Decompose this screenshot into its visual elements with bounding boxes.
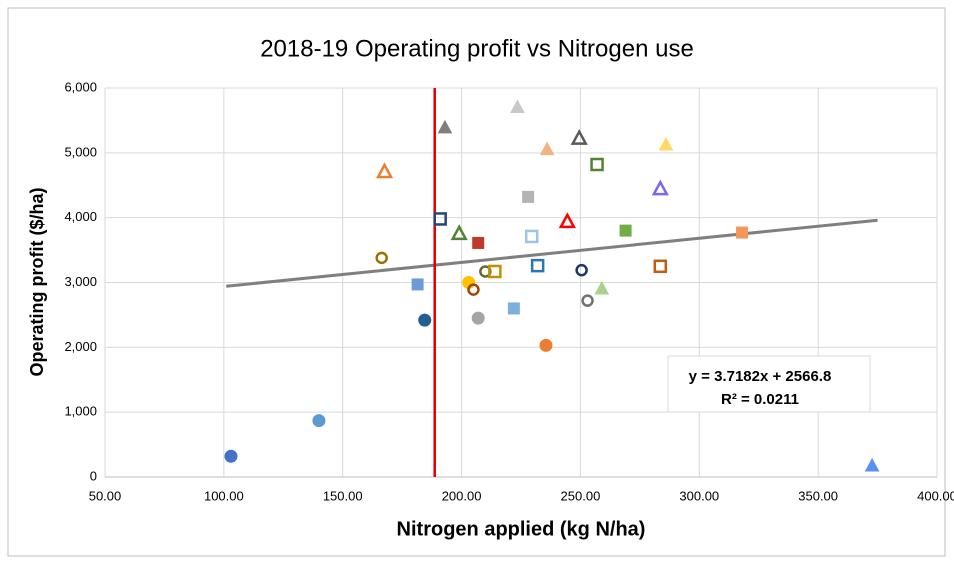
point bbox=[594, 280, 610, 295]
point bbox=[312, 414, 326, 428]
y-tick-label: 0 bbox=[90, 468, 97, 483]
point bbox=[472, 236, 485, 249]
point bbox=[658, 137, 674, 151]
x-tick-label: 300.00 bbox=[679, 488, 719, 503]
x-tick-label: 100.00 bbox=[204, 488, 244, 503]
y-axis-title: Operating profit ($/ha) bbox=[27, 187, 47, 376]
point bbox=[651, 179, 669, 196]
point bbox=[522, 190, 535, 203]
point bbox=[558, 212, 576, 229]
y-tick-label: 4,000 bbox=[64, 209, 97, 224]
point bbox=[224, 449, 238, 463]
point bbox=[437, 119, 453, 134]
point bbox=[418, 313, 432, 327]
point bbox=[539, 338, 553, 352]
point bbox=[539, 141, 555, 156]
point bbox=[864, 457, 880, 472]
point bbox=[450, 224, 468, 241]
point bbox=[581, 294, 594, 307]
annotation-box bbox=[667, 355, 871, 413]
point bbox=[471, 311, 485, 325]
y-tick-label: 2,000 bbox=[64, 339, 97, 354]
point bbox=[619, 224, 632, 237]
point bbox=[524, 229, 539, 244]
point bbox=[411, 278, 424, 291]
trendline-r2: R² = 0.0211 bbox=[721, 391, 799, 408]
point bbox=[488, 264, 502, 279]
point bbox=[375, 251, 388, 265]
x-tick-label: 200.00 bbox=[442, 488, 482, 503]
point bbox=[467, 283, 480, 296]
point bbox=[510, 99, 525, 113]
point bbox=[433, 212, 447, 226]
point bbox=[530, 258, 545, 273]
y-tick-label: 5,000 bbox=[64, 144, 97, 159]
point bbox=[507, 302, 520, 315]
y-tick-label: 3,000 bbox=[64, 274, 97, 289]
point bbox=[570, 128, 588, 145]
point bbox=[736, 226, 749, 239]
y-tick-label: 6,000 bbox=[64, 79, 97, 94]
x-tick-label: 400.00 bbox=[917, 488, 954, 503]
x-tick-label: 150.00 bbox=[323, 488, 363, 503]
x-tick-label: 250.00 bbox=[561, 488, 601, 503]
x-tick-label: 50.00 bbox=[89, 488, 122, 503]
x-axis-title: Nitrogen applied (kg N/ha) bbox=[397, 518, 646, 540]
point bbox=[653, 259, 668, 274]
point bbox=[590, 157, 604, 172]
point bbox=[375, 162, 394, 179]
y-tick-label: 1,000 bbox=[64, 404, 97, 419]
trendline-equation: y = 3.7182x + 2566.8 bbox=[689, 368, 832, 385]
x-tick-label: 350.00 bbox=[798, 488, 838, 503]
trendline bbox=[226, 218, 878, 288]
point bbox=[575, 263, 588, 277]
chart-title: 2018-19 Operating profit vs Nitrogen use bbox=[260, 35, 694, 62]
